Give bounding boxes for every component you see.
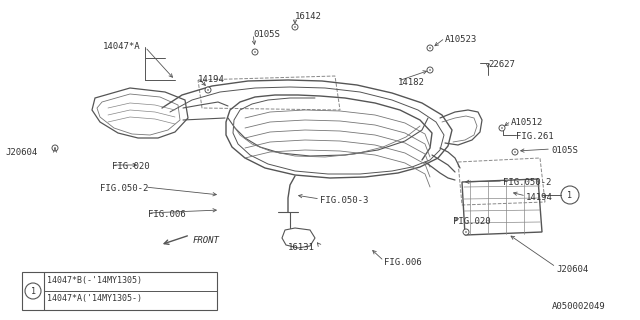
Circle shape (292, 24, 298, 30)
Text: 16131: 16131 (288, 243, 315, 252)
Text: 14047*B(-'14MY1305): 14047*B(-'14MY1305) (47, 276, 142, 285)
Circle shape (465, 231, 467, 233)
Text: A10523: A10523 (445, 35, 477, 44)
Text: 14047*A('14MY1305-): 14047*A('14MY1305-) (47, 294, 142, 303)
Text: A10512: A10512 (511, 118, 543, 127)
Circle shape (499, 125, 505, 131)
Text: FIG.050-2: FIG.050-2 (100, 184, 148, 193)
Circle shape (52, 145, 58, 151)
Circle shape (512, 149, 518, 155)
Text: 14194: 14194 (526, 193, 553, 202)
Text: 22627: 22627 (488, 60, 515, 69)
Text: FIG.006: FIG.006 (384, 258, 422, 267)
Text: FIG.261: FIG.261 (516, 132, 554, 141)
Text: 14047*A: 14047*A (103, 42, 141, 51)
Circle shape (463, 229, 469, 235)
Circle shape (252, 49, 258, 55)
Circle shape (207, 89, 209, 91)
Text: FIG.050-3: FIG.050-3 (320, 196, 369, 205)
Text: J20604: J20604 (556, 265, 588, 274)
Text: 14182: 14182 (398, 78, 425, 87)
Text: 16142: 16142 (295, 12, 322, 21)
Text: FIG.020: FIG.020 (453, 217, 491, 226)
Circle shape (294, 26, 296, 28)
Text: A050002049: A050002049 (552, 302, 605, 311)
Text: 14194: 14194 (198, 75, 225, 84)
Text: 0105S: 0105S (253, 30, 280, 39)
Text: FIG.006: FIG.006 (148, 210, 186, 219)
Text: 0105S: 0105S (551, 146, 578, 155)
Text: FRONT: FRONT (193, 236, 220, 245)
Circle shape (429, 47, 431, 49)
Circle shape (427, 67, 433, 73)
Text: FIG.050-2: FIG.050-2 (503, 178, 552, 187)
Text: FIG.020: FIG.020 (112, 162, 150, 171)
Circle shape (427, 45, 433, 51)
Text: 1: 1 (31, 286, 35, 295)
Text: 1: 1 (568, 190, 573, 199)
Circle shape (429, 69, 431, 71)
Circle shape (205, 87, 211, 93)
Circle shape (54, 147, 56, 149)
Circle shape (514, 151, 516, 153)
Text: J20604: J20604 (5, 148, 37, 157)
Circle shape (501, 127, 503, 129)
Circle shape (254, 51, 256, 53)
